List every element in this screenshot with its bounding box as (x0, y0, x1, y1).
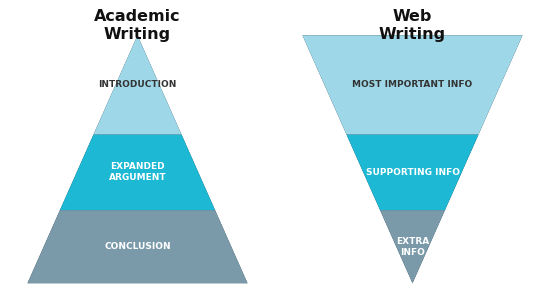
Text: CONCLUSION: CONCLUSION (104, 242, 171, 251)
Text: EXTRA
INFO: EXTRA INFO (396, 237, 429, 257)
Polygon shape (346, 135, 478, 210)
Polygon shape (302, 35, 522, 135)
Polygon shape (28, 35, 248, 283)
Polygon shape (380, 210, 445, 283)
Text: MOST IMPORTANT INFO: MOST IMPORTANT INFO (353, 81, 472, 89)
Polygon shape (28, 210, 248, 283)
Text: Web
Writing: Web Writing (379, 9, 446, 42)
Text: Academic
Writing: Academic Writing (94, 9, 181, 42)
Polygon shape (94, 35, 182, 135)
Text: INTRODUCTION: INTRODUCTION (98, 81, 177, 89)
Polygon shape (302, 35, 522, 283)
Polygon shape (60, 135, 215, 210)
Text: EXPANDED
ARGUMENT: EXPANDED ARGUMENT (109, 162, 166, 182)
Text: SUPPORTING INFO: SUPPORTING INFO (366, 168, 459, 177)
